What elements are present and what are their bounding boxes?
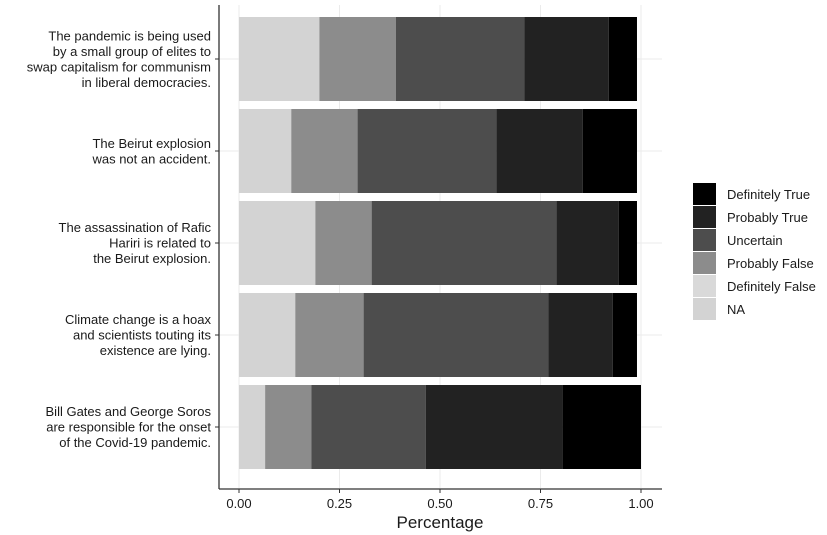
x-tick-label: 0.75 — [528, 496, 553, 511]
bar-segment-na — [239, 293, 296, 377]
bar-segment-probably-true — [556, 201, 619, 285]
category-label-line: was not an accident. — [91, 151, 211, 166]
legend-label: Probably False — [727, 256, 814, 271]
legend-swatch — [693, 275, 716, 297]
category-label-line: The Beirut explosion — [92, 136, 211, 151]
bar-segment-definitely-true — [608, 17, 637, 101]
x-tick-label: 0.25 — [327, 496, 352, 511]
x-tick-label: 0.00 — [226, 496, 251, 511]
bar-segment-probably-true — [425, 385, 563, 469]
category-label-line: Bill Gates and George Soros — [46, 404, 212, 419]
bar-segment-uncertain — [357, 109, 497, 193]
bar-segment-definitely-true — [612, 293, 637, 377]
bar-segment-probably-true — [524, 17, 609, 101]
legend-label: Probably True — [727, 210, 808, 225]
category-label: The assassination of Rafic Hariri is rela… — [59, 220, 212, 266]
category-label: The Beirut explosion was not an accident. — [91, 136, 211, 167]
x-axis-title: Percentage — [397, 513, 484, 532]
bar-segment-probably-false — [265, 385, 312, 469]
category-label-line: The assassination of Rafic — [59, 220, 212, 235]
category-labels: The pandemic is being used by a small gro… — [27, 28, 219, 450]
category-label-line: by a small group of elites to — [53, 44, 211, 59]
category-label-line: existence are lying. — [100, 343, 211, 358]
legend-label: Definitely True — [727, 187, 810, 202]
category-label-line: the Beirut explosion. — [93, 251, 211, 266]
category-label: Bill Gates and George Soros are responsib… — [46, 404, 212, 450]
bar-segment-probably-false — [315, 201, 372, 285]
category-label-line: swap capitalism for communism — [27, 59, 211, 74]
bar-segment-na — [239, 201, 316, 285]
legend-swatch — [693, 206, 716, 228]
bars-layer — [239, 17, 641, 469]
bar-segment-definitely-true — [562, 385, 641, 469]
category-label: The pandemic is being used by a small gro… — [27, 28, 211, 90]
legend-swatch — [693, 298, 716, 320]
category-label-line: Climate change is a hoax — [65, 312, 211, 327]
bar-segment-probably-false — [319, 17, 396, 101]
bar-segment-uncertain — [363, 293, 549, 377]
legend-label: Uncertain — [727, 233, 783, 248]
legend-swatch — [693, 183, 716, 205]
category-label-line: and scientists touting its — [73, 328, 212, 343]
bar-segment-uncertain — [371, 201, 557, 285]
bar-segment-definitely-true — [582, 109, 637, 193]
bar-segment-na — [239, 17, 320, 101]
bar-segment-uncertain — [395, 17, 525, 101]
bar-segment-na — [239, 385, 266, 469]
legend: Definitely True Probably True Uncertain Pro… — [693, 183, 816, 320]
category-label: Climate change is a hoax and scientists t… — [65, 312, 211, 358]
x-tick-label: 1.00 — [628, 496, 653, 511]
bar-segment-uncertain — [311, 385, 426, 469]
category-label-line: Hariri is related to — [109, 236, 211, 251]
category-label-line: are responsible for the onset — [46, 420, 211, 435]
legend-label: Definitely False — [727, 279, 816, 294]
bar-segment-probably-false — [291, 109, 358, 193]
legend-label: NA — [727, 302, 745, 317]
bar-segment-probably-false — [295, 293, 364, 377]
legend-swatch — [693, 229, 716, 251]
x-tick-label: 0.50 — [427, 496, 452, 511]
category-label-line: in liberal democracies. — [82, 75, 211, 90]
category-label-line: of the Covid-19 pandemic. — [59, 435, 211, 450]
x-axis-ticks: 0.00 0.25 0.50 0.75 1.00 — [226, 489, 654, 511]
bar-segment-probably-true — [496, 109, 583, 193]
bar-segment-probably-true — [548, 293, 613, 377]
bar-segment-na — [239, 109, 292, 193]
category-label-line: The pandemic is being used — [48, 28, 211, 43]
bar-segment-definitely-true — [618, 201, 637, 285]
legend-swatch — [693, 252, 716, 274]
